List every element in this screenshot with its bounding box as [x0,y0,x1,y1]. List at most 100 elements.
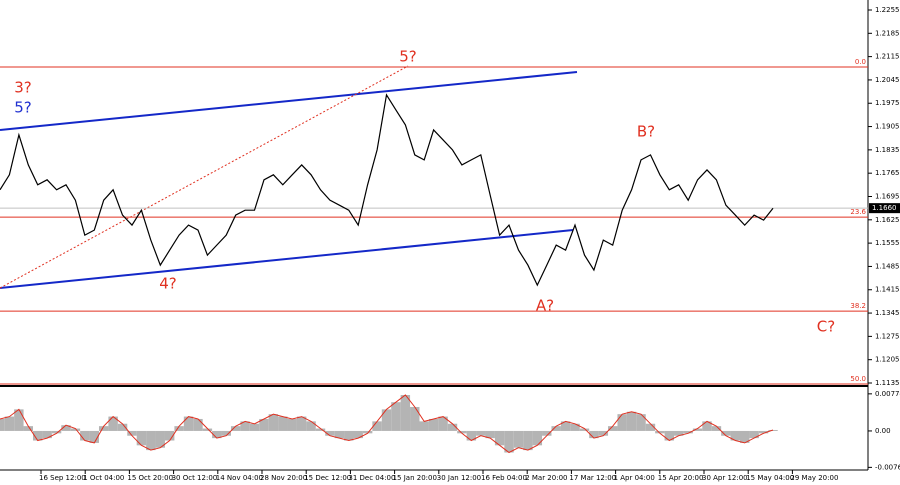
osc-bar [532,430,543,446]
osc-bar [570,423,580,431]
osc-bar [523,430,533,451]
osc-bar [428,418,439,431]
osc-bar [391,402,401,431]
current-price-label: 1.1660 [872,204,897,212]
osc-bar [476,430,486,436]
x-tick-label: 15 Apr 20:00 [658,474,704,482]
x-tick-label: 2 Mar 20:00 [525,474,567,482]
osc-bar [655,430,665,434]
osc-bar [146,430,156,451]
fib-level-label: 23.6 [850,208,866,216]
osc-bar [579,428,590,431]
y-tick-label: 1.2045 [875,76,900,84]
osc-bar [117,423,128,431]
osc-bar [400,394,411,431]
y-tick-label: 1.1345 [875,309,900,317]
osc-bar [183,416,194,431]
x-tick-label: 17 Mar 12:00 [569,474,616,482]
y-tick-label: 1.1905 [875,123,900,131]
osc-y-tick-label: -0.0076 [875,463,900,471]
osc-bar [362,430,373,434]
osc-bar [240,421,250,431]
osc-bar [136,430,147,446]
osc-bar [608,426,618,431]
osc-bar [447,423,458,431]
osc-bar [598,430,609,436]
osc-bar [108,416,118,431]
fib-level-label: 0.0 [855,58,866,66]
wave-label: 4? [159,275,177,293]
wave-label: C? [817,318,835,336]
osc-bar [466,430,477,441]
x-tick-label: 30 Apr 12:00 [702,474,748,482]
x-tick-label: 1 Apr 04:00 [614,474,655,482]
osc-line [0,394,774,454]
osc-bar [334,430,345,439]
y-tick-label: 1.1415 [875,286,900,294]
osc-bar [664,430,675,441]
osc-bar [758,430,769,434]
osc-bar [419,421,429,431]
x-tick-label: 15 Dec 12:00 [304,474,351,482]
osc-bar [560,421,571,431]
osc-bar [14,409,24,431]
osc-y-tick-label: 0.00774 [875,390,900,398]
osc-bar [740,430,750,443]
osc-bar [174,426,184,431]
x-tick-label: 15 Oct 20:00 [127,474,173,482]
y-tick-label: 1.1835 [875,146,900,154]
osc-bar [61,425,71,431]
x-tick-label: 16 Feb 04:00 [481,474,527,482]
osc-bar [721,430,731,436]
osc-bar [692,428,703,431]
osc-bar [230,426,241,431]
osc-bar [372,421,382,431]
osc-bar [504,430,514,453]
y-tick-label: 1.1975 [875,99,900,107]
osc-bar [42,430,52,439]
osc-bar [711,426,722,431]
y-tick-label: 1.1765 [875,169,900,177]
osc-bar [494,430,505,446]
osc-bar [381,409,392,431]
x-tick-label: 15 May 04:00 [746,474,794,482]
wave-label: 5? [399,48,417,66]
osc-bar [51,430,62,434]
osc-bar [268,414,279,431]
y-tick-label: 1.2115 [875,53,900,61]
fib-level-label: 38.2 [850,302,866,310]
y-tick-label: 1.1625 [875,216,900,224]
wave-dotted-line [0,65,409,289]
osc-bar [70,428,81,431]
osc-bar [23,426,33,431]
lower-channel-line [0,229,574,289]
osc-bar [4,416,15,431]
osc-bar [730,430,741,441]
y-tick-label: 1.1555 [875,239,900,247]
osc-bar [457,430,467,434]
osc-bar [287,418,297,431]
osc-bar [674,430,684,436]
osc-bar [306,421,316,431]
osc-bar [259,418,269,431]
y-tick-label: 1.1485 [875,262,900,270]
osc-bar [98,426,109,431]
y-tick-label: 1.1275 [875,332,900,340]
osc-bar [551,426,561,431]
osc-bar [315,428,326,431]
x-tick-label: 28 Nov 20:00 [260,474,307,482]
y-tick-label: 1.2185 [875,29,900,37]
osc-bar [212,430,222,439]
x-tick-label: 29 May 20:00 [790,474,838,482]
osc-bar [221,430,231,436]
osc-bar [683,430,693,434]
x-tick-label: 16 Sep 12:00 [39,474,86,482]
osc-bar [636,414,646,431]
osc-bar [296,416,307,431]
osc-bar [202,428,213,431]
osc-bar [32,430,43,441]
osc-bar [589,430,599,439]
osc-bar [353,430,363,439]
y-tick-label: 1.1135 [875,379,900,387]
